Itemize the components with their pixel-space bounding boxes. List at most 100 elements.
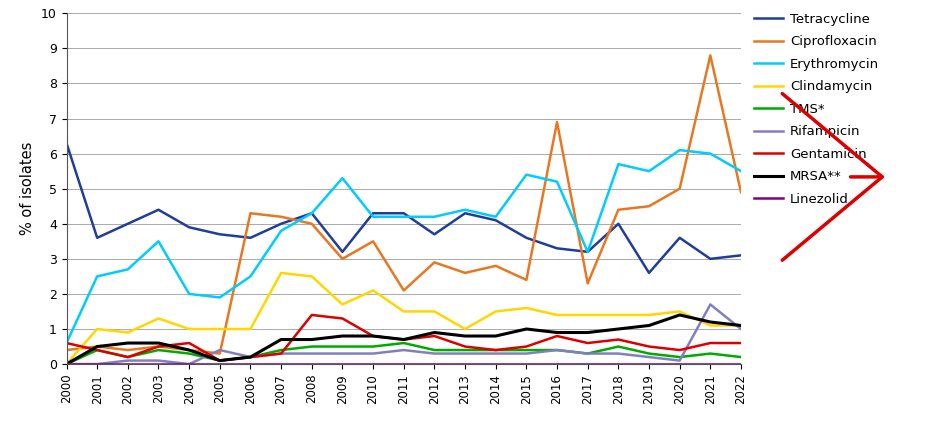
MRSA**	[214, 358, 225, 363]
TMS*	[368, 344, 379, 349]
Ciprofloxacin	[582, 281, 594, 286]
Rifampicin	[153, 358, 164, 363]
Gentamicin	[91, 347, 103, 353]
Tetracycline	[551, 246, 562, 251]
TMS*	[582, 351, 594, 356]
Clindamycin	[183, 326, 195, 332]
Tetracycline	[460, 210, 471, 216]
Gentamicin	[674, 347, 685, 353]
Erythromycin	[368, 214, 379, 219]
Erythromycin	[582, 249, 594, 254]
Linezolid	[735, 361, 747, 367]
Tetracycline	[521, 235, 532, 241]
Line: Tetracycline: Tetracycline	[66, 143, 741, 273]
Ciprofloxacin	[183, 347, 195, 353]
Ciprofloxacin	[153, 344, 164, 349]
Linezolid	[336, 361, 348, 367]
Erythromycin	[336, 175, 348, 181]
Ciprofloxacin	[428, 260, 440, 265]
Gentamicin	[521, 344, 532, 349]
Erythromycin	[521, 172, 532, 177]
Tetracycline	[214, 232, 225, 237]
Rifampicin	[183, 361, 195, 367]
Tetracycline	[398, 210, 409, 216]
Gentamicin	[306, 312, 317, 317]
Gentamicin	[460, 344, 471, 349]
Gentamicin	[398, 337, 409, 342]
MRSA**	[521, 326, 532, 332]
Ciprofloxacin	[705, 53, 716, 58]
Clindamycin	[521, 305, 532, 311]
Clindamycin	[551, 312, 562, 317]
TMS*	[91, 347, 103, 353]
MRSA**	[460, 333, 471, 339]
Tetracycline	[643, 270, 655, 276]
Linezolid	[551, 361, 562, 367]
Clindamycin	[123, 330, 134, 335]
TMS*	[613, 344, 624, 349]
Clindamycin	[613, 312, 624, 317]
Rifampicin	[521, 351, 532, 356]
Clindamycin	[336, 302, 348, 307]
Ciprofloxacin	[123, 347, 134, 353]
MRSA**	[61, 361, 72, 367]
Tetracycline	[306, 210, 317, 216]
Erythromycin	[153, 239, 164, 244]
Linezolid	[674, 361, 685, 367]
TMS*	[183, 351, 195, 356]
Tetracycline	[613, 221, 624, 226]
Tetracycline	[705, 256, 716, 262]
Gentamicin	[123, 354, 134, 360]
MRSA**	[183, 347, 195, 353]
Rifampicin	[91, 361, 103, 367]
TMS*	[551, 347, 562, 353]
TMS*	[336, 344, 348, 349]
Line: Ciprofloxacin: Ciprofloxacin	[66, 56, 741, 353]
TMS*	[214, 358, 225, 363]
Tetracycline	[735, 253, 747, 258]
Legend: Tetracycline, Ciprofloxacin, Erythromycin, Clindamycin, TMS*, Rifampicin, Gentam: Tetracycline, Ciprofloxacin, Erythromyci…	[754, 13, 879, 206]
Rifampicin	[61, 361, 72, 367]
MRSA**	[398, 337, 409, 342]
Erythromycin	[490, 214, 502, 219]
Gentamicin	[214, 358, 225, 363]
MRSA**	[368, 333, 379, 339]
Line: TMS*: TMS*	[66, 343, 741, 364]
Erythromycin	[735, 168, 747, 174]
TMS*	[245, 354, 256, 360]
Rifampicin	[245, 354, 256, 360]
Rifampicin	[582, 351, 594, 356]
Erythromycin	[551, 179, 562, 184]
Rifampicin	[214, 347, 225, 353]
Rifampicin	[613, 351, 624, 356]
Gentamicin	[276, 351, 287, 356]
Tetracycline	[674, 235, 685, 241]
Gentamicin	[613, 337, 624, 342]
MRSA**	[336, 333, 348, 339]
Line: Gentamicin: Gentamicin	[66, 315, 741, 361]
TMS*	[276, 347, 287, 353]
Clindamycin	[674, 309, 685, 314]
Tetracycline	[61, 140, 72, 146]
Erythromycin	[398, 214, 409, 219]
Erythromycin	[61, 341, 72, 346]
Ciprofloxacin	[336, 256, 348, 262]
Line: Erythromycin: Erythromycin	[66, 150, 741, 343]
Ciprofloxacin	[398, 288, 409, 293]
TMS*	[460, 347, 471, 353]
Linezolid	[460, 361, 471, 367]
Gentamicin	[582, 341, 594, 346]
TMS*	[490, 347, 502, 353]
TMS*	[521, 347, 532, 353]
Gentamicin	[705, 341, 716, 346]
Linezolid	[276, 361, 287, 367]
Linezolid	[582, 361, 594, 367]
Tetracycline	[276, 221, 287, 226]
Gentamicin	[183, 341, 195, 346]
Ciprofloxacin	[643, 203, 655, 209]
MRSA**	[153, 341, 164, 346]
Gentamicin	[61, 341, 72, 346]
Tetracycline	[336, 249, 348, 254]
Ciprofloxacin	[551, 119, 562, 125]
Gentamicin	[735, 341, 747, 346]
